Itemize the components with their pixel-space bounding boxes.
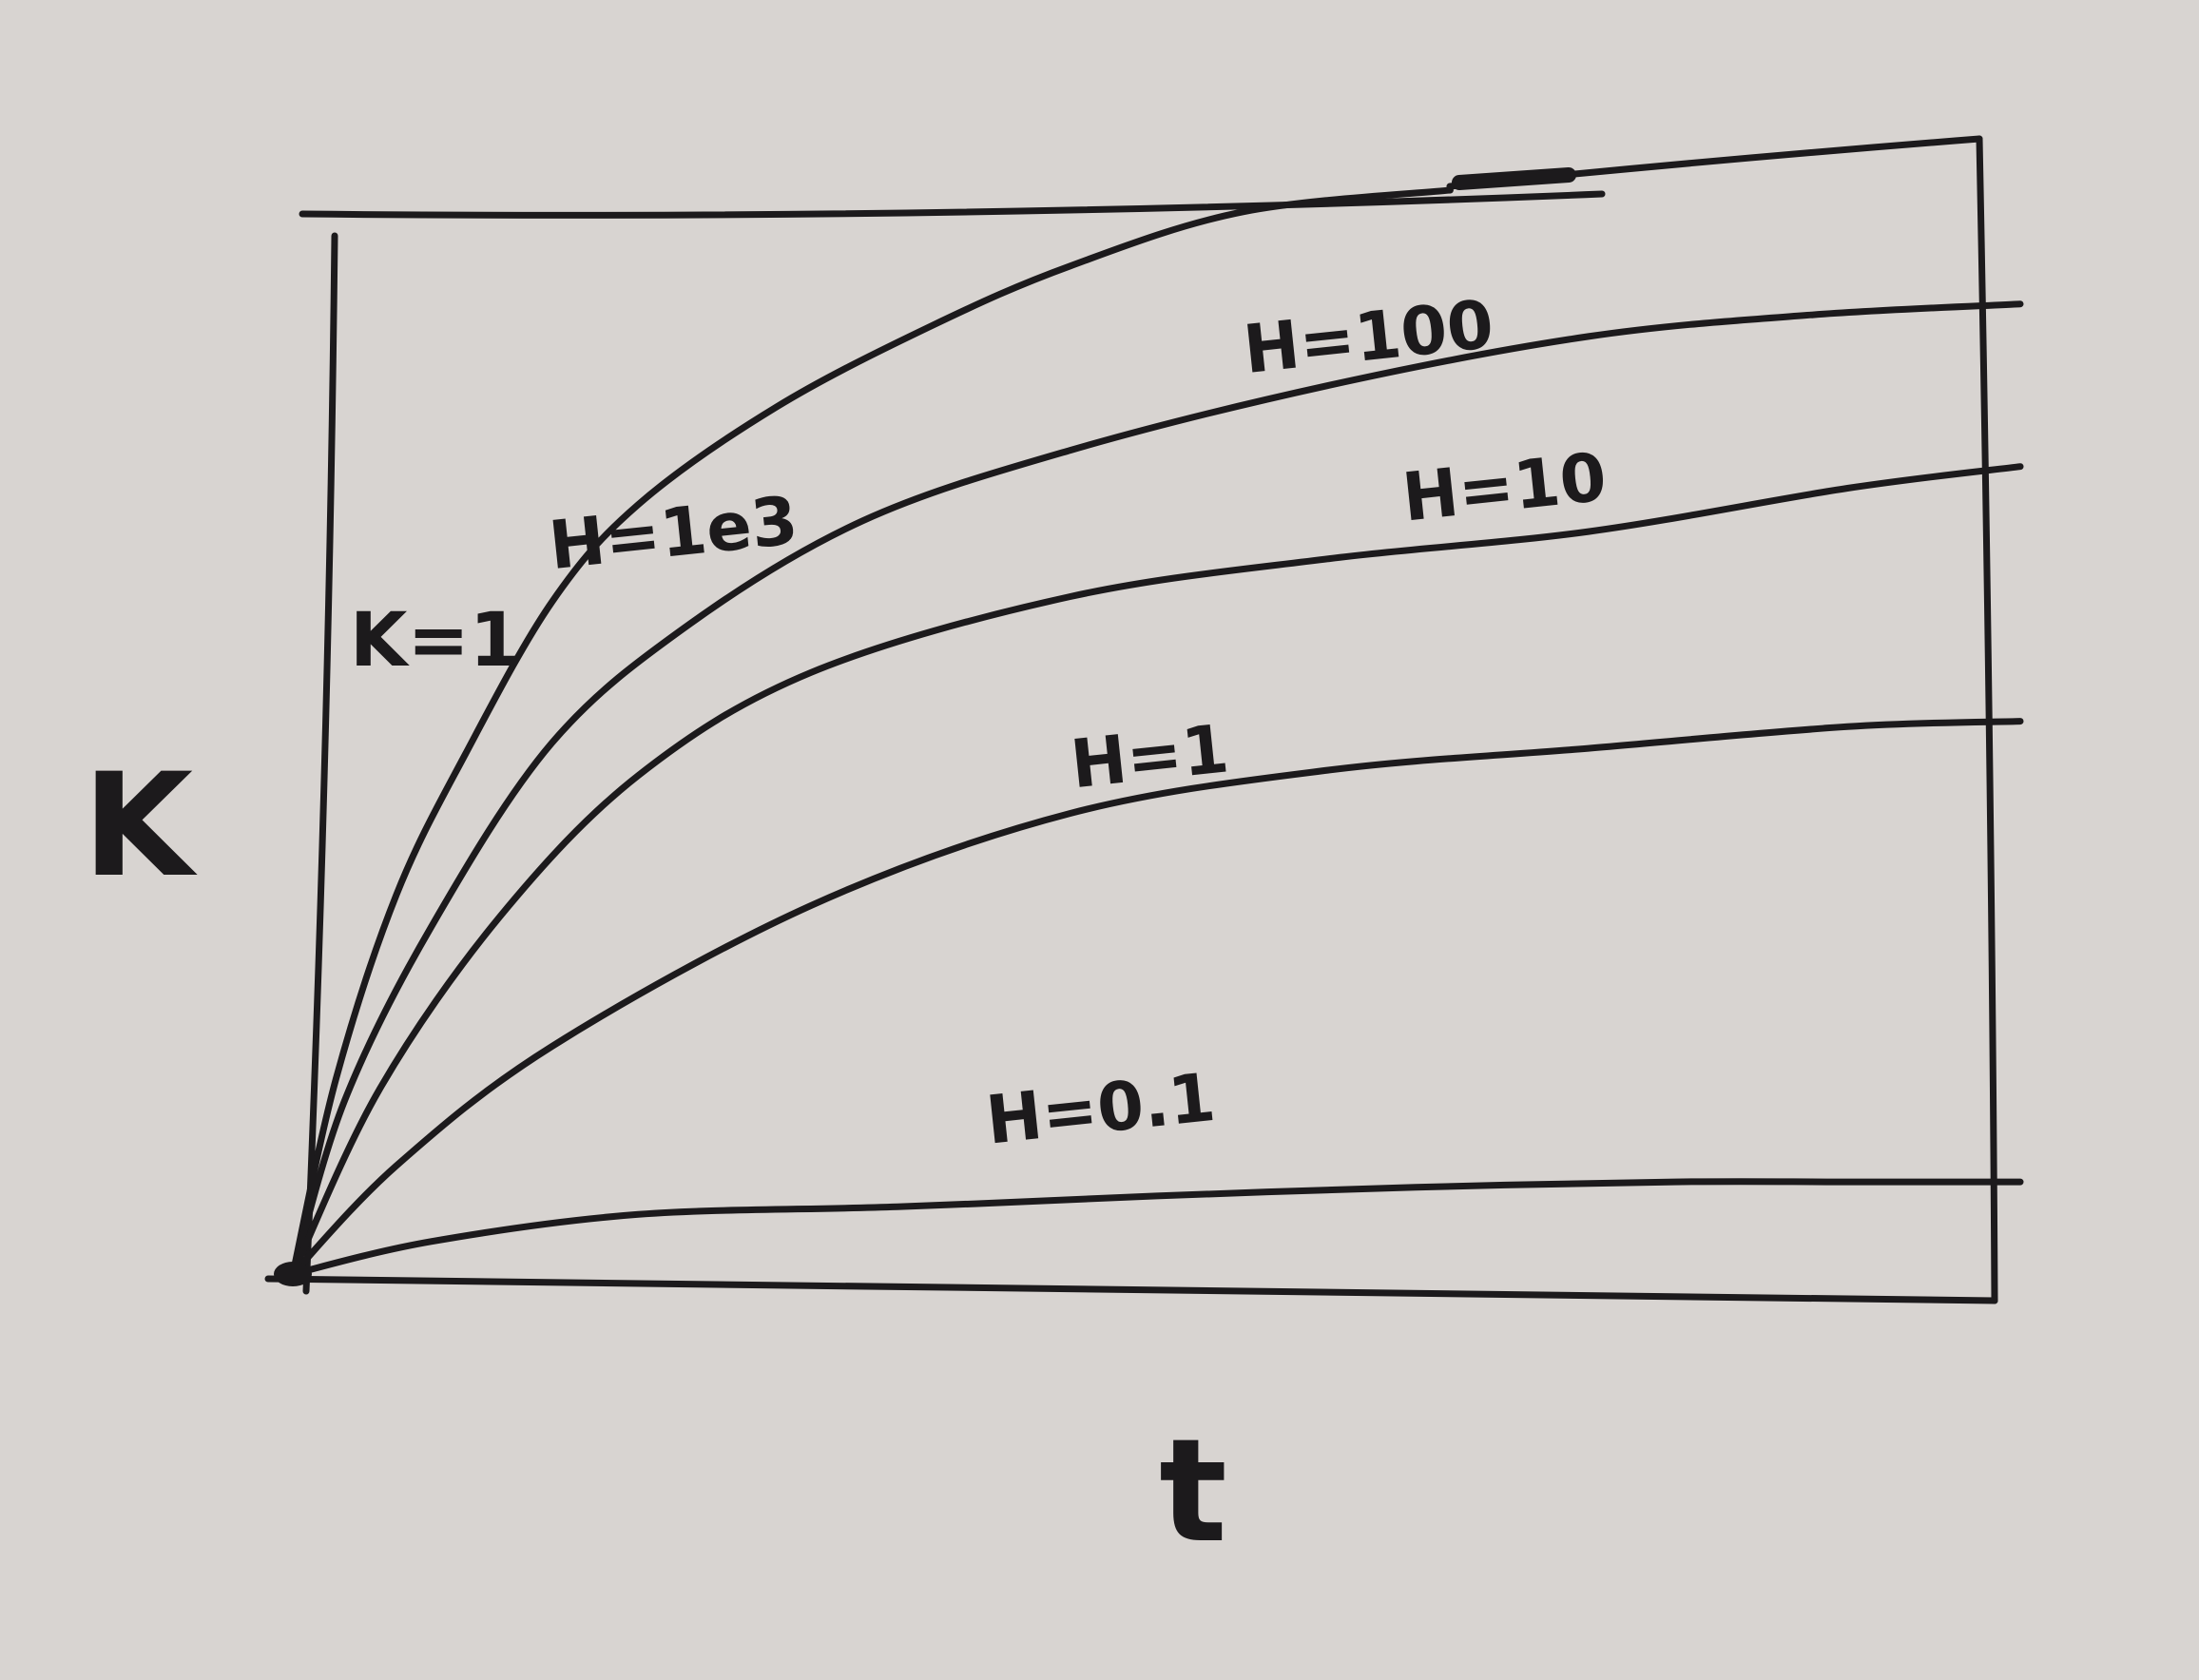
series-line-3 [289, 463, 2024, 1278]
frame-top-mark [1452, 167, 1576, 190]
origin-point [274, 1262, 312, 1286]
series-label-3: H=10 [1398, 438, 1610, 537]
series-line-2 [289, 300, 2024, 1278]
series-layer [289, 186, 2024, 1278]
series-line-1 [289, 186, 1454, 1278]
frame-bottom-line [264, 1275, 1998, 1304]
series-label-5: H=0.1 [983, 1058, 1219, 1160]
x-axis-label: t [1159, 1409, 1227, 1574]
frame-left-line [302, 232, 338, 1295]
series-label-4: H=1 [1068, 709, 1233, 803]
series-line-5 [289, 1178, 2024, 1278]
annotation-k-label: K=1 [350, 598, 521, 684]
series-line-4 [289, 718, 2024, 1278]
series-label-1: H=1e3 [546, 481, 801, 585]
series-label-layer: H=1e3 H=100 H=10 H=1 H=0.1 [546, 285, 1611, 1160]
frame-right-line [1976, 135, 1998, 1304]
y-axis-label: K [83, 743, 198, 909]
series-label-2: H=100 [1240, 285, 1496, 389]
frame-top-line [299, 190, 1606, 219]
